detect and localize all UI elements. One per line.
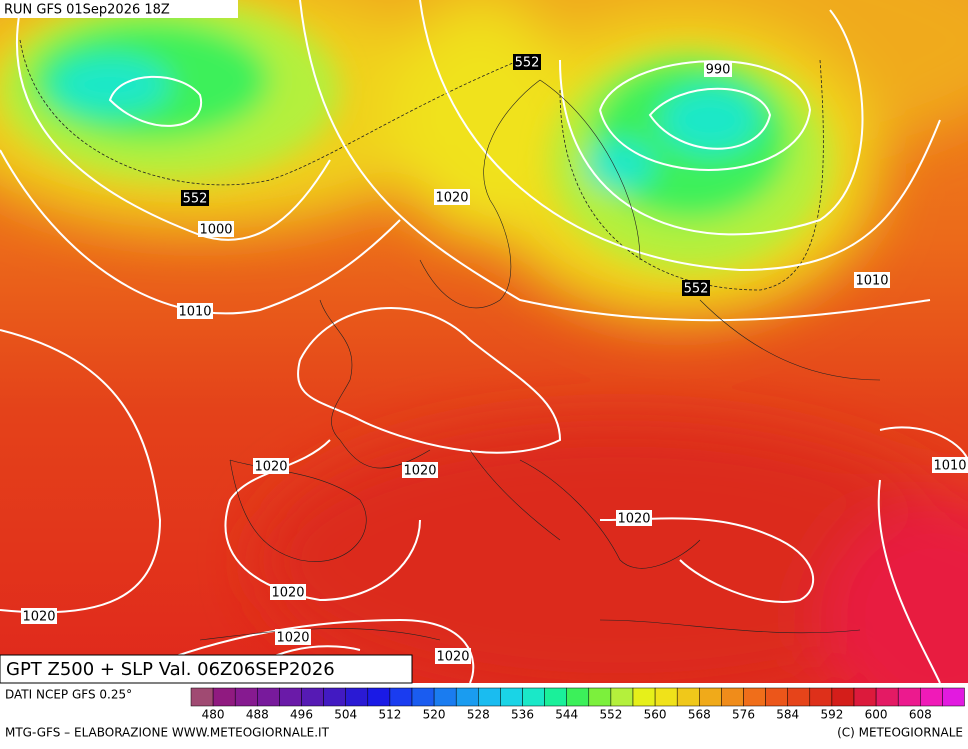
color-swatch bbox=[279, 687, 302, 707]
run-box bbox=[0, 0, 238, 18]
color-swatch bbox=[765, 687, 788, 707]
contour-label-box bbox=[513, 54, 541, 70]
color-swatch bbox=[721, 687, 744, 707]
color-swatch bbox=[345, 687, 369, 707]
legend-tick-label: 488 bbox=[246, 708, 269, 722]
contour-label-box bbox=[616, 510, 652, 526]
legend-tick-label: 544 bbox=[555, 708, 578, 722]
contour-label: 1010 bbox=[178, 305, 211, 320]
contour-label-box bbox=[932, 457, 968, 473]
contour-label: 1020 bbox=[436, 650, 469, 665]
contour-label-box bbox=[682, 280, 710, 296]
color-swatch bbox=[632, 687, 656, 707]
color-swatch bbox=[654, 687, 678, 707]
contour-label-box bbox=[435, 648, 471, 664]
color-swatch bbox=[522, 687, 545, 707]
color-swatch bbox=[323, 687, 346, 707]
legend-tick-label: 560 bbox=[644, 708, 667, 722]
legend-tick-label: 576 bbox=[732, 708, 755, 722]
contour-label-box bbox=[253, 458, 289, 474]
map-title: GPT Z500 + SLP Val. 06Z06SEP2026 bbox=[6, 659, 335, 680]
color-swatch bbox=[610, 687, 634, 707]
color-swatch bbox=[257, 687, 280, 707]
color-swatch bbox=[676, 687, 700, 707]
color-swatch bbox=[544, 687, 567, 707]
contour-label: 1020 bbox=[271, 586, 304, 601]
contour-label: 1020 bbox=[254, 460, 287, 475]
legend-tick-label: 504 bbox=[334, 708, 357, 722]
legend-tick-label: 568 bbox=[688, 708, 711, 722]
color-swatch bbox=[743, 687, 766, 707]
legend-source: DATI NCEP GFS 0.25° bbox=[5, 688, 132, 702]
color-swatch bbox=[455, 687, 479, 707]
title-box bbox=[0, 654, 413, 684]
color-swatch bbox=[920, 687, 943, 707]
contour-label: 1000 bbox=[199, 223, 232, 238]
color-swatch bbox=[831, 687, 855, 707]
color-swatch bbox=[212, 687, 236, 707]
run-label: RUN GFS 01Sep2026 18Z bbox=[4, 3, 170, 18]
legend-tick-label: 584 bbox=[776, 708, 799, 722]
contour-label-box bbox=[434, 189, 470, 205]
color-swatch bbox=[853, 687, 877, 707]
contour-label: 552 bbox=[183, 192, 208, 207]
color-swatch bbox=[301, 687, 324, 707]
contour-label-box bbox=[21, 608, 57, 624]
color-swatch bbox=[897, 687, 921, 707]
legend-tick-label: 480 bbox=[202, 708, 225, 722]
contour-label-box bbox=[854, 272, 890, 288]
color-swatch bbox=[389, 687, 413, 707]
color-swatch bbox=[809, 687, 833, 707]
color-swatch bbox=[433, 687, 457, 707]
contour-label: 552 bbox=[515, 56, 540, 71]
contour-label: 552 bbox=[684, 282, 709, 297]
legend-tick-label: 600 bbox=[865, 708, 888, 722]
legend-tick-label: 536 bbox=[511, 708, 534, 722]
legend-tick-label: 520 bbox=[423, 708, 446, 722]
color-swatch bbox=[699, 687, 722, 707]
color-swatch bbox=[787, 687, 811, 707]
contour-label: 1020 bbox=[617, 512, 650, 527]
footer-right: (C) METEOGIORNALE bbox=[837, 726, 963, 740]
legend-tick-label: 496 bbox=[290, 708, 313, 722]
color-swatch bbox=[367, 687, 391, 707]
footer-left: MTG-GFS – ELABORAZIONE WWW.METEOGIORNALE… bbox=[5, 726, 330, 740]
contour-label-box bbox=[270, 584, 306, 600]
legend-tick-label: 608 bbox=[909, 708, 932, 722]
contour-label: 1020 bbox=[403, 464, 436, 479]
color-swatch bbox=[875, 687, 899, 707]
contour-label-box bbox=[402, 462, 438, 478]
contour-label: 990 bbox=[706, 63, 731, 78]
contour-label-box bbox=[177, 303, 213, 319]
contour-label: 1010 bbox=[855, 274, 888, 289]
contour-label-box bbox=[198, 221, 234, 237]
contour-label: 1010 bbox=[933, 459, 966, 474]
color-swatch bbox=[411, 687, 435, 707]
color-swatch bbox=[566, 687, 590, 707]
color-swatch bbox=[588, 687, 612, 707]
color-swatch bbox=[190, 687, 214, 707]
contour-label: 1020 bbox=[276, 631, 309, 646]
legend-tick-label: 592 bbox=[820, 708, 843, 722]
color-swatch bbox=[478, 687, 501, 707]
color-swatch bbox=[234, 687, 258, 707]
color-swatch bbox=[500, 687, 523, 707]
contour-label-box bbox=[275, 629, 311, 645]
contour-label: 1020 bbox=[435, 191, 468, 206]
contour-label-box bbox=[181, 190, 209, 206]
contour-label: 1020 bbox=[22, 610, 55, 625]
legend-tick-label: 528 bbox=[467, 708, 490, 722]
legend-tick-label: 552 bbox=[599, 708, 622, 722]
contour-label-box bbox=[704, 61, 732, 77]
color-swatch bbox=[942, 687, 965, 707]
legend-tick-label: 512 bbox=[378, 708, 401, 722]
